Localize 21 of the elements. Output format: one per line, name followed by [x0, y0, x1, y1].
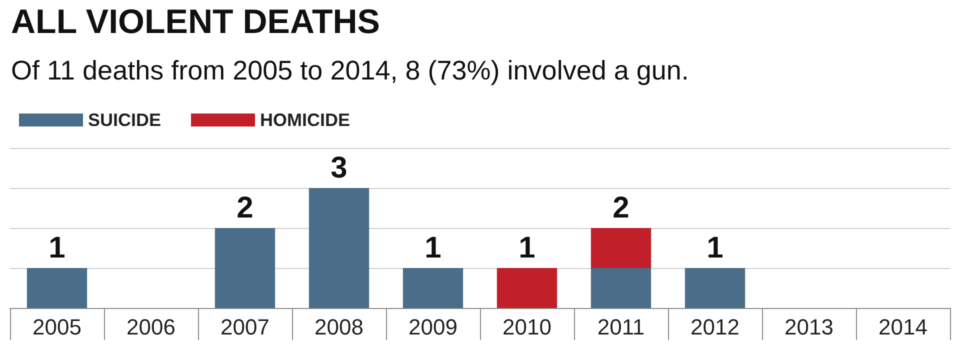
x-tick-label: 2005 [32, 314, 82, 340]
x-tick-label: 2008 [314, 314, 364, 340]
data-label: 1 [424, 232, 442, 264]
data-label: 2 [236, 192, 254, 224]
x-tick-label: 2011 [597, 314, 645, 340]
total-label: 2 [612, 192, 630, 224]
data-label: 1 [706, 232, 724, 264]
chart-subtitle: Of 11 deaths from 2005 to 2014, 8 (73%) involved a gun. [11, 56, 689, 86]
x-tick-label: 2007 [220, 314, 270, 340]
x-tick-label: 2013 [784, 314, 834, 340]
data-label: 1 [518, 232, 536, 264]
x-tick-label: 2010 [502, 314, 552, 340]
x-tick-label: 2009 [408, 314, 458, 340]
data-label: 3 [330, 152, 348, 184]
x-tick-label: 2012 [690, 314, 740, 340]
legend-label: SUICIDE [88, 110, 162, 130]
x-tick-label: 2006 [126, 314, 176, 340]
legend-label: HOMICIDE [260, 110, 350, 130]
x-tick-label: 2014 [878, 314, 928, 340]
chart-title: ALL VIOLENT DEATHS [11, 3, 380, 41]
data-label: 1 [48, 232, 66, 264]
